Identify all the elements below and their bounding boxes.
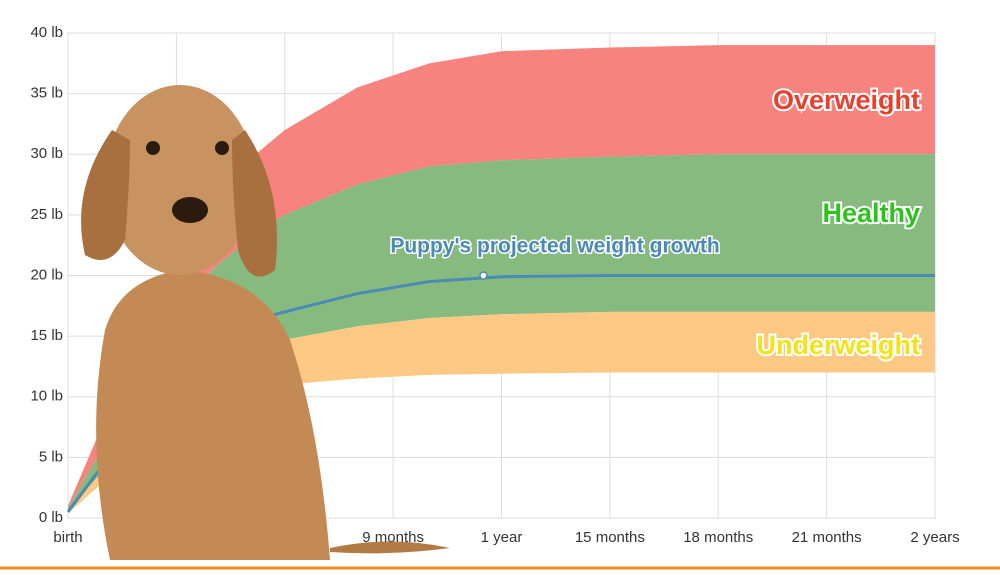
y-tick-label: 30 lb — [30, 145, 63, 162]
x-tick-label: 15 months — [575, 529, 645, 546]
dog-illustration — [81, 85, 450, 560]
y-tick-label: 20 lb — [30, 266, 63, 283]
series-label: Puppy's projected weight growth — [390, 235, 719, 258]
dog-eye — [146, 141, 160, 155]
y-tick-label: 0 lb — [39, 509, 63, 526]
dog-eye — [215, 141, 229, 155]
x-tick-label: 9 months — [362, 529, 424, 546]
weight-band — [68, 45, 935, 509]
x-tick-label: birth — [53, 529, 82, 546]
growth-marker — [479, 271, 488, 280]
dog-body — [96, 270, 330, 560]
y-tick-label: 40 lb — [30, 24, 63, 41]
dog-nose — [172, 197, 208, 223]
x-tick-label: 18 months — [683, 529, 753, 546]
x-tick-label: 2 years — [910, 529, 959, 546]
weight-band — [68, 154, 935, 511]
band-label: Underweight — [756, 330, 920, 360]
x-tick-label: 21 months — [792, 529, 862, 546]
dog-ear — [81, 130, 130, 260]
y-tick-label: 35 lb — [30, 85, 63, 102]
band-label: Healthy — [822, 198, 920, 228]
x-tick-label: 1 year — [481, 529, 523, 546]
dog-head — [105, 85, 255, 275]
y-tick-label: 5 lb — [39, 448, 63, 465]
band-label: Overweight — [773, 85, 920, 115]
y-tick-label: 10 lb — [30, 388, 63, 405]
y-tick-label: 15 lb — [30, 327, 63, 344]
dog-tail — [330, 541, 450, 554]
dog-ear — [232, 130, 277, 277]
y-tick-label: 25 lb — [30, 206, 63, 223]
